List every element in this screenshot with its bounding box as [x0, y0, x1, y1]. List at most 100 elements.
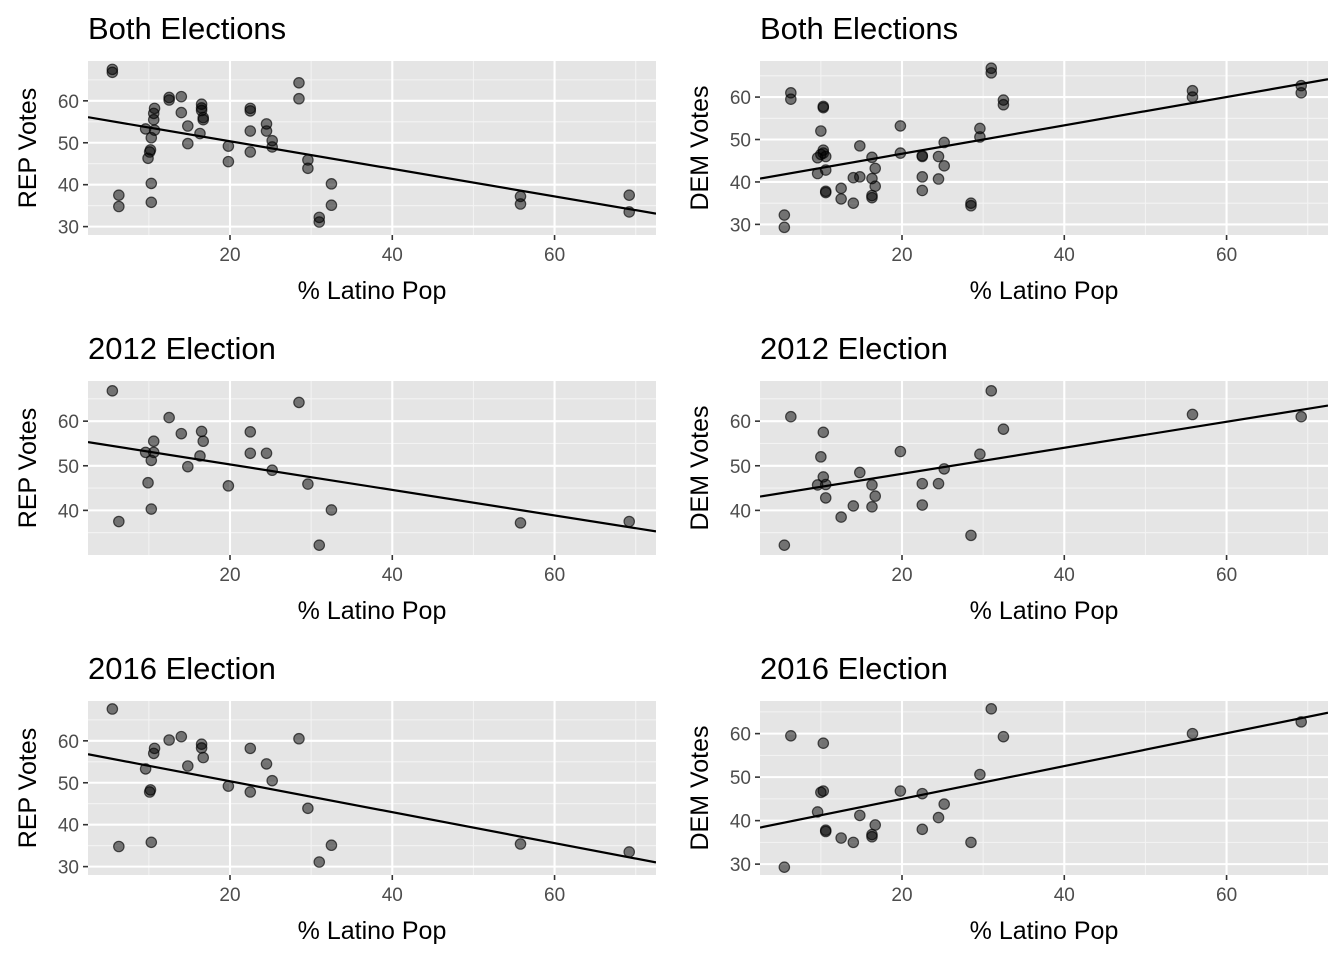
data-point: [785, 729, 797, 742]
data-point: [293, 77, 305, 89]
data-point: [985, 385, 998, 397]
data-point: [997, 98, 1010, 111]
regression-line: [88, 441, 656, 533]
data-point: [778, 209, 791, 221]
y-tick-label: 40: [58, 176, 79, 197]
x-axis-title: % Latino Pop: [298, 597, 447, 625]
data-point: [869, 162, 882, 175]
data-point: [785, 93, 797, 105]
y-tick-label: 40: [730, 173, 751, 194]
x-tick-label: 20: [219, 885, 240, 906]
data-point: [293, 396, 305, 409]
data-point: [916, 171, 929, 183]
data-point: [866, 830, 878, 843]
scatter-panel-5: 2016 Election 30 40 50 60 20 40 60 % Latino Pop R…: [14, 651, 656, 945]
data-point: [197, 435, 210, 448]
data-point: [965, 529, 977, 542]
y-axis-title: REP Votes: [14, 408, 42, 528]
data-point: [835, 832, 847, 844]
data-point: [815, 451, 827, 463]
data-point: [1295, 410, 1308, 423]
data-point: [866, 479, 878, 491]
data-point: [302, 162, 314, 175]
data-point: [835, 182, 847, 195]
x-tick-label: 60: [544, 885, 565, 906]
scatter-panel-2: Both Elections 30 40 50 60 20 40 60 % Latino Pop…: [686, 11, 1328, 305]
data-point: [938, 798, 950, 810]
data-point: [163, 734, 175, 746]
data-point: [965, 836, 977, 849]
data-point: [1186, 727, 1199, 740]
y-tick-label: 60: [730, 412, 751, 433]
x-tick-label: 60: [544, 565, 565, 586]
data-point: [182, 760, 194, 772]
y-tick-label: 30: [730, 215, 751, 236]
data-point: [916, 823, 929, 836]
y-tick-label: 30: [58, 858, 79, 879]
data-point: [854, 171, 866, 183]
data-point: [932, 811, 945, 824]
data-point: [302, 478, 314, 490]
data-point: [932, 150, 945, 163]
y-tick-label: 50: [730, 768, 751, 789]
plot-area: [88, 381, 656, 555]
y-tick-label: 50: [730, 457, 751, 478]
data-point: [113, 200, 125, 213]
data-point: [147, 435, 160, 448]
data-point: [142, 476, 154, 489]
data-point: [1186, 91, 1199, 103]
data-point: [113, 189, 125, 201]
data-point: [266, 774, 278, 787]
x-tick-label: 40: [1054, 245, 1075, 266]
scatter-panel-4: 2012 Election 40 50 60 20 40 60 % Latino Pop DEM…: [686, 331, 1328, 625]
data-point: [145, 503, 158, 515]
x-tick-label: 60: [1216, 565, 1237, 586]
data-point: [222, 480, 235, 492]
y-tick-label: 50: [58, 457, 79, 478]
data-point: [260, 758, 273, 770]
data-point: [144, 784, 157, 796]
data-point: [148, 102, 161, 115]
data-point: [932, 477, 945, 490]
data-point: [778, 539, 791, 551]
y-tick-label: 60: [58, 732, 79, 753]
data-point: [182, 137, 194, 150]
y-tick-label: 30: [730, 855, 751, 876]
x-tick-label: 20: [891, 565, 912, 586]
data-point: [938, 463, 950, 475]
y-tick-label: 60: [730, 88, 751, 109]
y-tick-label: 50: [58, 774, 79, 795]
data-point: [819, 825, 832, 838]
data-point: [819, 492, 832, 504]
panel-title: 2016 Election: [88, 651, 276, 686]
data-point: [894, 445, 907, 458]
data-point: [302, 802, 314, 815]
y-tick-label: 50: [58, 134, 79, 155]
panel-title: Both Elections: [88, 11, 286, 46]
panel-title: 2012 Election: [760, 331, 948, 366]
data-point: [514, 517, 527, 529]
data-point: [817, 785, 830, 797]
data-point: [1295, 87, 1308, 99]
regression-line: [760, 78, 1328, 180]
data-point: [965, 199, 977, 212]
data-point: [847, 836, 860, 849]
data-point: [163, 94, 175, 106]
x-axis-title: % Latino Pop: [970, 277, 1119, 305]
data-point: [293, 732, 305, 745]
data-point: [847, 500, 860, 512]
data-point: [244, 125, 257, 137]
data-point: [163, 411, 175, 424]
y-tick-label: 50: [730, 131, 751, 152]
plot-area: [88, 701, 656, 875]
regression-line: [760, 711, 1328, 829]
data-point: [854, 809, 866, 822]
plot-panel-background: [88, 701, 656, 875]
plot-area: [88, 61, 656, 235]
x-tick-label: 40: [382, 245, 403, 266]
y-axis-title: DEM Votes: [686, 85, 714, 210]
data-point: [325, 199, 338, 212]
data-point: [293, 92, 305, 105]
data-point: [785, 410, 797, 423]
